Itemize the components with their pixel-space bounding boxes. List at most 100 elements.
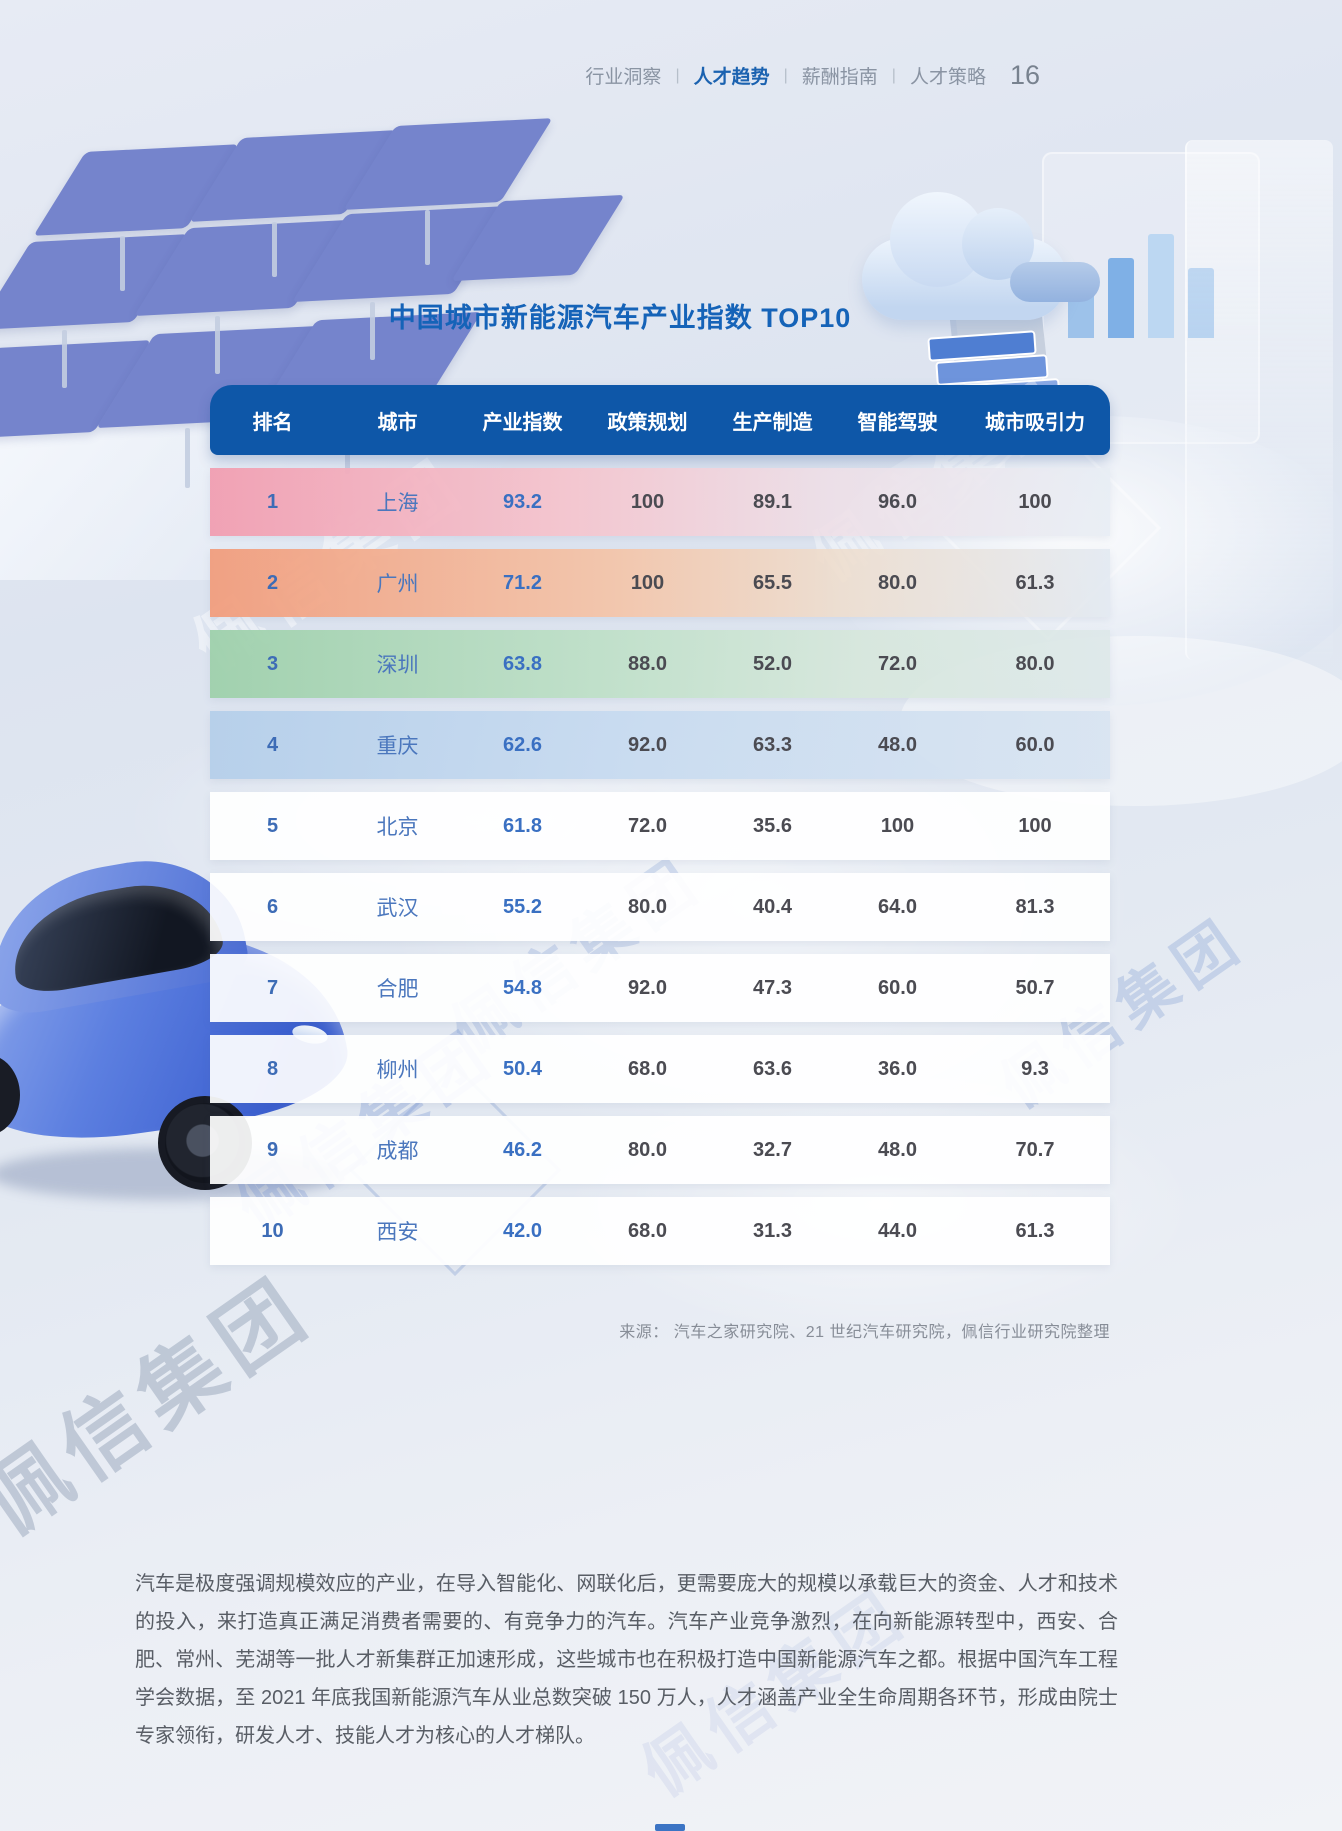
city-cell: 深圳 — [376, 654, 419, 677]
policy-cell: 68.0 — [628, 1219, 667, 1242]
index-cell: 62.6 — [503, 733, 542, 756]
footer-mark — [655, 1824, 685, 1831]
index-cell: 54.8 — [503, 976, 542, 999]
panel-post — [370, 302, 375, 360]
policy-cell: 68.0 — [628, 1057, 667, 1080]
table-row: 5 北京 61.8 72.0 35.6 100 100 — [210, 792, 1110, 860]
panel-post — [215, 316, 220, 374]
policy-cell: 80.0 — [628, 1138, 667, 1161]
attraction-cell: 80.0 — [1015, 652, 1055, 675]
index-cell: 50.4 — [503, 1057, 542, 1080]
policy-cell: 100 — [630, 490, 665, 513]
attraction-cell: 9.3 — [1021, 1057, 1049, 1080]
rank-cell: 10 — [261, 1219, 284, 1242]
city-cell: 成都 — [376, 1140, 419, 1163]
driving-cell: 100 — [880, 814, 915, 837]
attraction-cell: 61.3 — [1015, 571, 1055, 594]
production-cell: 63.6 — [753, 1057, 792, 1080]
driving-cell: 48.0 — [878, 733, 917, 756]
source-note: 来源： 汽车之家研究院、21 世纪汽车研究院，佩信行业研究院整理 — [619, 1324, 1110, 1341]
city-cell: 柳州 — [376, 1059, 419, 1082]
index-cell: 61.8 — [503, 814, 542, 837]
col-header-policy: 政策规划 — [607, 411, 688, 434]
bar-icon — [1108, 258, 1134, 338]
policy-cell: 72.0 — [628, 814, 667, 837]
table-body: 1 上海 93.2 100 89.1 96.0 100 2 广州 71.2 10… — [210, 468, 1110, 1265]
rank-cell: 8 — [266, 1057, 279, 1080]
col-header-rank: 排名 — [252, 411, 293, 434]
attraction-cell: 50.7 — [1015, 976, 1055, 999]
table-row: 10 西安 42.0 68.0 31.3 44.0 61.3 — [210, 1197, 1110, 1265]
col-header-production: 生产制造 — [732, 411, 813, 434]
production-cell: 89.1 — [753, 490, 792, 513]
rank-cell: 4 — [266, 733, 279, 756]
body-paragraph: 汽车是极度强调规模效应的产业，在导入智能化、网联化后，更需要庞大的规模以承载巨大… — [135, 1573, 1118, 1747]
rank-cell: 2 — [266, 571, 279, 594]
rank-cell: 1 — [266, 490, 279, 513]
driving-cell: 64.0 — [878, 895, 917, 918]
panel-post — [62, 330, 67, 388]
driving-cell: 96.0 — [878, 490, 917, 513]
table-row: 3 深圳 63.8 88.0 52.0 72.0 80.0 — [210, 630, 1110, 698]
driving-cell: 60.0 — [878, 976, 917, 999]
nav-separator: | — [891, 66, 896, 84]
table-row: 4 重庆 62.6 92.0 63.3 48.0 60.0 — [210, 711, 1110, 779]
driving-cell: 48.0 — [878, 1138, 917, 1161]
policy-cell: 88.0 — [628, 652, 667, 675]
production-cell: 31.3 — [753, 1219, 792, 1242]
table-header: 排名 城市 产业指数 政策规划 生产制造 智能驾驶 城市吸引力 — [210, 385, 1110, 455]
policy-cell: 80.0 — [628, 895, 667, 918]
cloud-icon — [862, 192, 1067, 320]
production-cell: 32.7 — [753, 1138, 792, 1161]
rank-cell: 9 — [266, 1138, 279, 1161]
table-row: 2 广州 71.2 100 65.5 80.0 61.3 — [210, 549, 1110, 617]
driving-cell: 72.0 — [878, 652, 917, 675]
ranking-table: 排名 城市 产业指数 政策规划 生产制造 智能驾驶 城市吸引力 1 上海 93.… — [210, 385, 1110, 1265]
city-cell: 广州 — [376, 573, 419, 596]
table-row: 1 上海 93.2 100 89.1 96.0 100 — [210, 468, 1110, 536]
index-cell: 93.2 — [503, 490, 542, 513]
table-row: 9 成都 46.2 80.0 32.7 48.0 70.7 — [210, 1116, 1110, 1184]
nav-item-salary-guide[interactable]: 薪酬指南 — [801, 67, 878, 88]
rank-cell: 5 — [266, 814, 279, 837]
rank-cell: 7 — [266, 976, 279, 999]
page-number: 16 — [1009, 60, 1040, 90]
city-cell: 北京 — [376, 816, 419, 839]
production-cell: 65.5 — [753, 571, 792, 594]
table-row: 6 武汉 55.2 80.0 40.4 64.0 81.3 — [210, 873, 1110, 941]
page-title: 中国城市新能源汽车产业指数 TOP10 — [388, 303, 852, 333]
table-row: 8 柳州 50.4 68.0 63.6 36.0 9.3 — [210, 1035, 1110, 1103]
nav-item-talent-strategy[interactable]: 人才策略 — [909, 67, 986, 88]
city-cell: 上海 — [376, 492, 419, 515]
policy-cell: 92.0 — [628, 976, 667, 999]
driving-cell: 36.0 — [878, 1057, 917, 1080]
attraction-cell: 100 — [1018, 814, 1052, 837]
panel-post — [185, 428, 190, 488]
driving-cell: 80.0 — [878, 571, 917, 594]
policy-cell: 92.0 — [628, 733, 667, 756]
rank-cell: 6 — [266, 895, 279, 918]
col-header-attraction: 城市吸引力 — [985, 411, 1085, 434]
city-cell: 合肥 — [376, 978, 419, 1001]
table-row: 7 合肥 54.8 92.0 47.3 60.0 50.7 — [210, 954, 1110, 1022]
production-cell: 47.3 — [753, 976, 792, 999]
production-cell: 40.4 — [753, 895, 792, 918]
production-cell: 35.6 — [753, 814, 792, 837]
city-cell: 重庆 — [376, 735, 419, 758]
nav-separator: | — [675, 66, 680, 84]
nav-separator: | — [783, 66, 788, 84]
col-header-driving: 智能驾驶 — [857, 411, 938, 434]
driving-cell: 44.0 — [878, 1219, 917, 1242]
attraction-cell: 60.0 — [1015, 733, 1055, 756]
index-cell: 42.0 — [503, 1219, 542, 1242]
cloud-icon — [1010, 262, 1100, 302]
attraction-cell: 61.3 — [1015, 1219, 1055, 1242]
col-header-city: 城市 — [377, 411, 418, 434]
top-nav: 行业洞察 | 人才趋势 | 薪酬指南 | 人才策略 16 — [585, 60, 1040, 91]
index-cell: 71.2 — [503, 571, 542, 594]
nav-item-talent-trends[interactable]: 人才趋势 — [693, 67, 770, 88]
nav-item-industry-insight[interactable]: 行业洞察 — [585, 67, 662, 88]
car-wheel — [0, 1054, 20, 1136]
panel-post — [272, 222, 277, 277]
